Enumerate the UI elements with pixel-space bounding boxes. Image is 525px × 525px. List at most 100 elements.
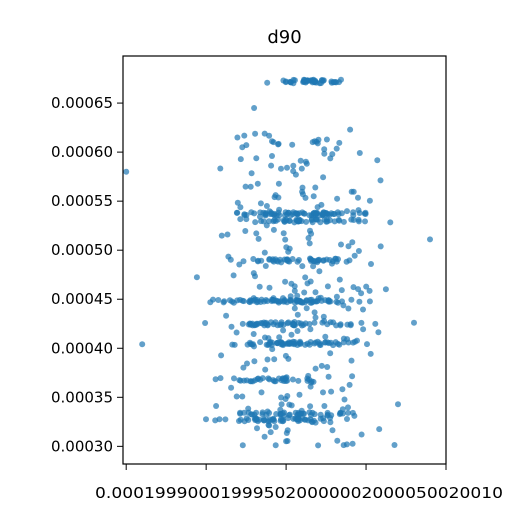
data-point [374, 157, 381, 164]
data-point [193, 274, 200, 281]
data-point [302, 320, 309, 327]
data-point [210, 296, 216, 303]
data-point [350, 209, 357, 216]
data-point [345, 409, 351, 416]
data-point [343, 258, 350, 265]
data-point [427, 236, 433, 243]
data-point [338, 241, 344, 248]
data-point [285, 415, 292, 422]
data-point [255, 257, 262, 264]
data-point [320, 418, 327, 425]
data-point [280, 327, 287, 334]
data-point [278, 401, 285, 408]
data-point [375, 329, 382, 336]
data-point [355, 286, 362, 293]
data-point [250, 295, 257, 302]
data-point [245, 417, 252, 423]
data-point [362, 218, 368, 225]
data-point [358, 431, 365, 438]
data-point [266, 284, 273, 291]
data-point [237, 216, 244, 223]
data-point [302, 194, 309, 201]
data-point [368, 261, 374, 267]
data-point [269, 346, 276, 353]
data-point [302, 274, 309, 281]
data-point [217, 375, 224, 382]
data-point [324, 364, 331, 370]
data-point [276, 334, 283, 341]
data-point [245, 321, 252, 328]
data-point [228, 384, 235, 391]
data-point [351, 412, 358, 419]
data-point [252, 415, 259, 422]
data-point [295, 415, 302, 422]
data-point [345, 305, 352, 312]
data-point [356, 150, 363, 156]
data-point [387, 219, 394, 226]
data-point [212, 376, 219, 383]
data-point [218, 232, 225, 239]
data-point [315, 442, 322, 449]
data-point [290, 162, 297, 169]
data-point [266, 208, 273, 215]
data-point [241, 211, 248, 218]
data-point [324, 409, 331, 416]
data-point [311, 79, 318, 86]
data-point [293, 210, 300, 217]
data-point [301, 289, 308, 296]
data-point [217, 165, 224, 172]
data-point [237, 409, 244, 416]
data-point [347, 126, 354, 133]
data-point [307, 227, 313, 234]
data-point [313, 211, 320, 218]
data-point [308, 217, 315, 224]
data-point [331, 218, 338, 225]
data-point [288, 402, 295, 409]
data-point [411, 319, 417, 326]
data-point [282, 236, 289, 243]
plot-area-frame [122, 55, 447, 465]
data-point [261, 249, 268, 256]
data-point [356, 298, 363, 305]
data-point [323, 218, 330, 225]
data-point [283, 374, 290, 381]
data-point [308, 379, 315, 386]
data-point [291, 321, 297, 328]
data-point [329, 260, 335, 267]
data-point [314, 259, 321, 266]
data-point [376, 426, 383, 433]
data-point [280, 295, 286, 302]
data-point [252, 130, 259, 137]
data-point [266, 376, 273, 383]
data-point [268, 162, 275, 169]
data-point [312, 314, 319, 321]
data-point [278, 321, 284, 328]
data-point [257, 339, 264, 346]
data-point [340, 218, 347, 225]
y-tick-label: 0.00055 [51, 192, 113, 210]
y-tick-label: 0.00060 [51, 143, 113, 161]
data-point [333, 293, 340, 300]
data-point [269, 153, 275, 159]
data-point [366, 287, 373, 294]
data-point [251, 105, 258, 111]
data-point [320, 389, 326, 396]
data-point [278, 377, 285, 384]
data-point [306, 240, 313, 247]
data-point [299, 299, 306, 306]
data-point [327, 350, 334, 357]
data-point [284, 320, 291, 327]
data-point [336, 341, 343, 348]
data-point [316, 268, 323, 275]
data-point [259, 375, 266, 382]
data-point [325, 297, 332, 304]
data-point [234, 199, 241, 206]
data-point [335, 211, 342, 218]
data-point [278, 165, 284, 172]
data-point [265, 335, 272, 342]
data-point [382, 286, 389, 293]
data-point [290, 76, 297, 83]
data-point [366, 197, 373, 204]
data-point [351, 252, 358, 259]
data-point [260, 416, 267, 423]
